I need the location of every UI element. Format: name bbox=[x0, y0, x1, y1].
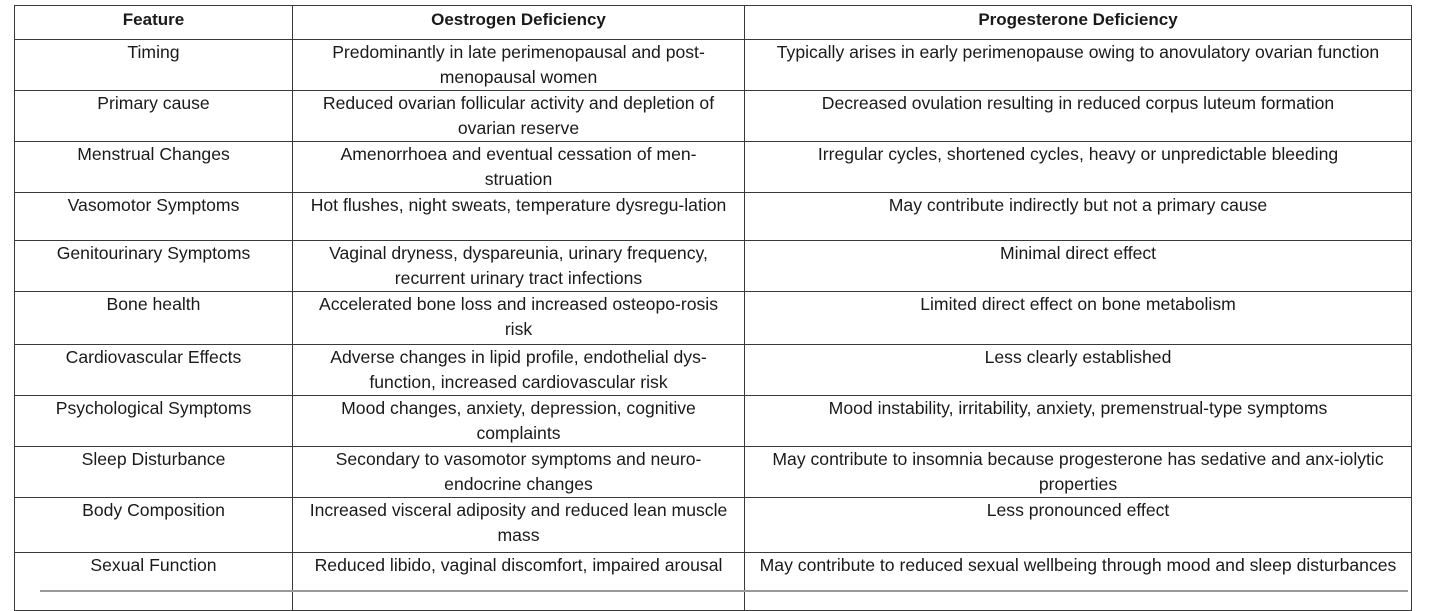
feature-cell: Timing bbox=[14, 39, 293, 91]
feature-cell: Menstrual Changes bbox=[14, 141, 293, 193]
comparison-table: Feature Oestrogen Deficiency Progesteron… bbox=[14, 5, 1412, 611]
oestrogen-cell: Reduced libido, vaginal discomfort, impa… bbox=[292, 552, 745, 611]
feature-cell: Primary cause bbox=[14, 90, 293, 142]
oestrogen-cell: Reduced ovarian follicular activity and … bbox=[292, 90, 745, 142]
oestrogen-cell: Amenorrhoea and eventual cessation of me… bbox=[292, 141, 745, 193]
progesterone-cell: Irregular cycles, shortened cycles, heav… bbox=[744, 141, 1412, 193]
feature-cell: Sexual Function bbox=[14, 552, 293, 611]
oestrogen-cell: Increased visceral adiposity and reduced… bbox=[292, 497, 745, 553]
oestrogen-cell: Adverse changes in lipid profile, endoth… bbox=[292, 344, 745, 396]
table-row: Genitourinary Symptoms Vaginal dryness, … bbox=[14, 240, 1412, 292]
progesterone-cell: May contribute indirectly but not a prim… bbox=[744, 192, 1412, 241]
table-row: Sexual Function Reduced libido, vaginal … bbox=[14, 552, 1412, 611]
feature-cell: Body Composition bbox=[14, 497, 293, 553]
table-row: Bone health Accelerated bone loss and in… bbox=[14, 291, 1412, 345]
page-divider bbox=[40, 590, 1408, 592]
progesterone-cell: May contribute to insomnia because proge… bbox=[744, 446, 1412, 498]
oestrogen-cell: Hot flushes, night sweats, temperature d… bbox=[292, 192, 745, 241]
progesterone-cell: Decreased ovulation resulting in reduced… bbox=[744, 90, 1412, 142]
feature-cell: Genitourinary Symptoms bbox=[14, 240, 293, 292]
feature-cell: Bone health bbox=[14, 291, 293, 345]
table-row: Primary cause Reduced ovarian follicular… bbox=[14, 90, 1412, 142]
progesterone-cell: Less pronounced effect bbox=[744, 497, 1412, 553]
feature-cell: Psychological Symptoms bbox=[14, 395, 293, 447]
table-row: Psychological Symptoms Mood changes, anx… bbox=[14, 395, 1412, 447]
feature-cell: Sleep Disturbance bbox=[14, 446, 293, 498]
table-row: Body Composition Increased visceral adip… bbox=[14, 497, 1412, 553]
feature-cell: Vasomotor Symptoms bbox=[14, 192, 293, 241]
header-feature: Feature bbox=[14, 5, 293, 40]
progesterone-cell: Less clearly established bbox=[744, 344, 1412, 396]
progesterone-cell: Typically arises in early perimenopause … bbox=[744, 39, 1412, 91]
oestrogen-cell: Secondary to vasomotor symptoms and neur… bbox=[292, 446, 745, 498]
header-progesterone-deficiency: Progesterone Deficiency bbox=[744, 5, 1412, 40]
oestrogen-cell: Predominantly in late perimenopausal and… bbox=[292, 39, 745, 91]
oestrogen-cell: Vaginal dryness, dyspareunia, urinary fr… bbox=[292, 240, 745, 292]
table-row: Cardiovascular Effects Adverse changes i… bbox=[14, 344, 1412, 396]
progesterone-cell: Minimal direct effect bbox=[744, 240, 1412, 292]
table-row: Vasomotor Symptoms Hot flushes, night sw… bbox=[14, 192, 1412, 241]
progesterone-cell: May contribute to reduced sexual wellbei… bbox=[744, 552, 1412, 611]
oestrogen-cell: Mood changes, anxiety, depression, cogni… bbox=[292, 395, 745, 447]
feature-cell: Cardiovascular Effects bbox=[14, 344, 293, 396]
header-oestrogen-deficiency: Oestrogen Deficiency bbox=[292, 5, 745, 40]
table-row: Timing Predominantly in late perimenopau… bbox=[14, 39, 1412, 91]
progesterone-cell: Mood instability, irritability, anxiety,… bbox=[744, 395, 1412, 447]
progesterone-cell: Limited direct effect on bone metabolism bbox=[744, 291, 1412, 345]
table-header-row: Feature Oestrogen Deficiency Progesteron… bbox=[14, 5, 1412, 40]
table-row: Sleep Disturbance Secondary to vasomotor… bbox=[14, 446, 1412, 498]
oestrogen-cell: Accelerated bone loss and increased oste… bbox=[292, 291, 745, 345]
table-row: Menstrual Changes Amenorrhoea and eventu… bbox=[14, 141, 1412, 193]
